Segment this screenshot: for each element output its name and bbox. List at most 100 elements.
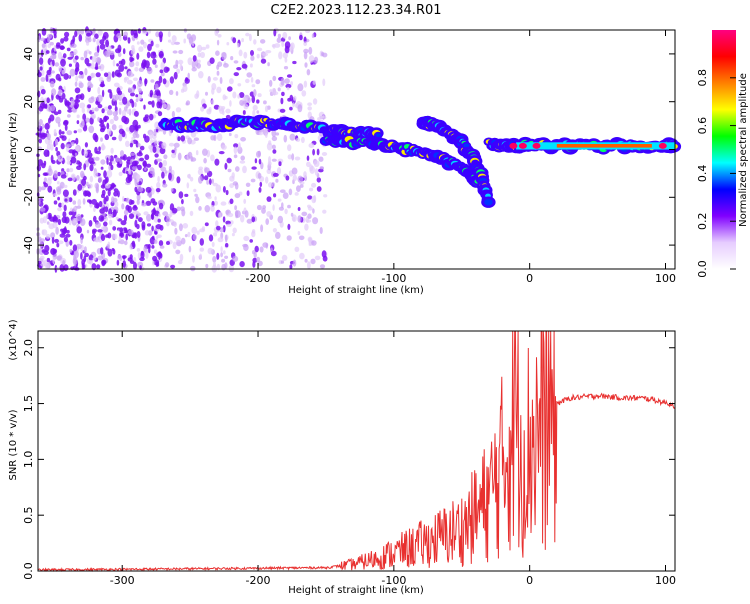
noise-dot — [94, 203, 100, 209]
noise-dot — [180, 135, 186, 142]
noise-dot — [222, 216, 226, 223]
noise-dot — [141, 62, 145, 69]
noise-dot — [290, 81, 293, 86]
noise-dot — [308, 237, 312, 243]
noise-dot — [223, 250, 226, 255]
noise-dot — [81, 262, 85, 270]
noise-dot — [272, 228, 277, 233]
noise-dot — [225, 243, 229, 248]
noise-dot — [262, 205, 266, 210]
noise-dot — [134, 210, 140, 215]
noise-dot — [57, 218, 62, 226]
noise-dot — [318, 168, 324, 173]
noise-dot — [137, 186, 144, 193]
y-tick-label: -20 — [22, 188, 35, 206]
snr-y-scale-label: (x10^4) — [8, 319, 19, 360]
noise-dot — [161, 171, 165, 179]
noise-dot — [62, 227, 68, 234]
noise-dot — [188, 245, 192, 253]
noise-dot — [229, 78, 234, 85]
noise-dot — [64, 31, 70, 38]
noise-dot — [252, 250, 256, 255]
noise-dot — [239, 92, 245, 98]
noise-dot — [106, 122, 110, 130]
noise-dot — [134, 178, 138, 187]
noise-speckle — [35, 26, 328, 273]
noise-dot — [260, 39, 266, 44]
noise-dot — [248, 33, 252, 42]
noise-dot — [122, 260, 126, 268]
band-hotspot — [509, 142, 518, 149]
noise-dot — [102, 35, 107, 41]
noise-dot — [191, 60, 196, 69]
noise-dot — [177, 259, 183, 265]
noise-dot — [319, 264, 326, 269]
noise-dot — [177, 152, 182, 161]
noise-dot — [83, 149, 88, 157]
noise-dot — [46, 221, 50, 225]
noise-dot — [56, 181, 60, 185]
noise-dot — [57, 51, 63, 60]
noise-dot — [97, 229, 103, 233]
noise-dot — [68, 63, 72, 67]
noise-dot — [126, 79, 133, 85]
noise-dot — [216, 39, 220, 46]
noise-dot — [308, 242, 312, 247]
noise-dot — [241, 63, 248, 69]
noise-dot — [192, 254, 195, 263]
noise-dot — [68, 149, 75, 154]
noise-dot — [211, 87, 215, 95]
noise-dot — [224, 255, 229, 259]
noise-dot — [52, 248, 58, 254]
noise-dot — [214, 29, 219, 36]
noise-dot — [178, 223, 183, 232]
noise-dot — [101, 89, 105, 98]
noise-dot — [289, 106, 293, 111]
noise-dot — [133, 77, 138, 82]
noise-dot — [298, 235, 305, 241]
noise-dot — [234, 182, 239, 190]
noise-dot — [316, 186, 322, 192]
noise-dot — [115, 48, 121, 54]
noise-dot — [287, 97, 292, 102]
noise-dot — [121, 115, 128, 123]
noise-dot — [108, 213, 113, 219]
noise-dot — [100, 166, 104, 170]
noise-dot — [130, 152, 136, 156]
x-tick-label: 0 — [526, 272, 533, 285]
noise-dot — [95, 72, 101, 78]
noise-dot — [253, 89, 257, 97]
band-hotspot — [518, 142, 527, 149]
noise-dot — [64, 124, 68, 131]
noise-dot — [209, 178, 212, 186]
noise-dot — [49, 81, 55, 88]
noise-dot — [60, 228, 64, 232]
noise-dot — [186, 182, 190, 189]
noise-dot — [146, 163, 152, 168]
noise-dot — [80, 252, 83, 260]
noise-dot — [43, 104, 47, 109]
noise-dot — [274, 43, 281, 48]
noise-dot — [148, 193, 152, 199]
noise-dot — [162, 78, 167, 85]
noise-dot — [70, 98, 76, 107]
snr-frame — [37, 330, 676, 572]
noise-dot — [53, 111, 59, 116]
noise-dot — [158, 31, 163, 39]
noise-dot — [81, 107, 86, 114]
noise-dot — [110, 164, 114, 171]
noise-dot — [97, 65, 102, 70]
noise-dot — [113, 82, 120, 88]
noise-dot — [88, 97, 95, 104]
noise-dot — [256, 110, 260, 114]
noise-dot — [133, 262, 137, 270]
noise-dot — [171, 149, 175, 154]
y-tick-label: 20 — [22, 95, 35, 109]
noise-dot — [93, 36, 96, 43]
noise-dot — [286, 74, 293, 78]
noise-dot — [268, 182, 273, 188]
noise-dot — [290, 42, 295, 50]
noise-dot — [284, 57, 288, 63]
noise-dot — [290, 212, 294, 217]
noise-dot — [234, 193, 241, 199]
